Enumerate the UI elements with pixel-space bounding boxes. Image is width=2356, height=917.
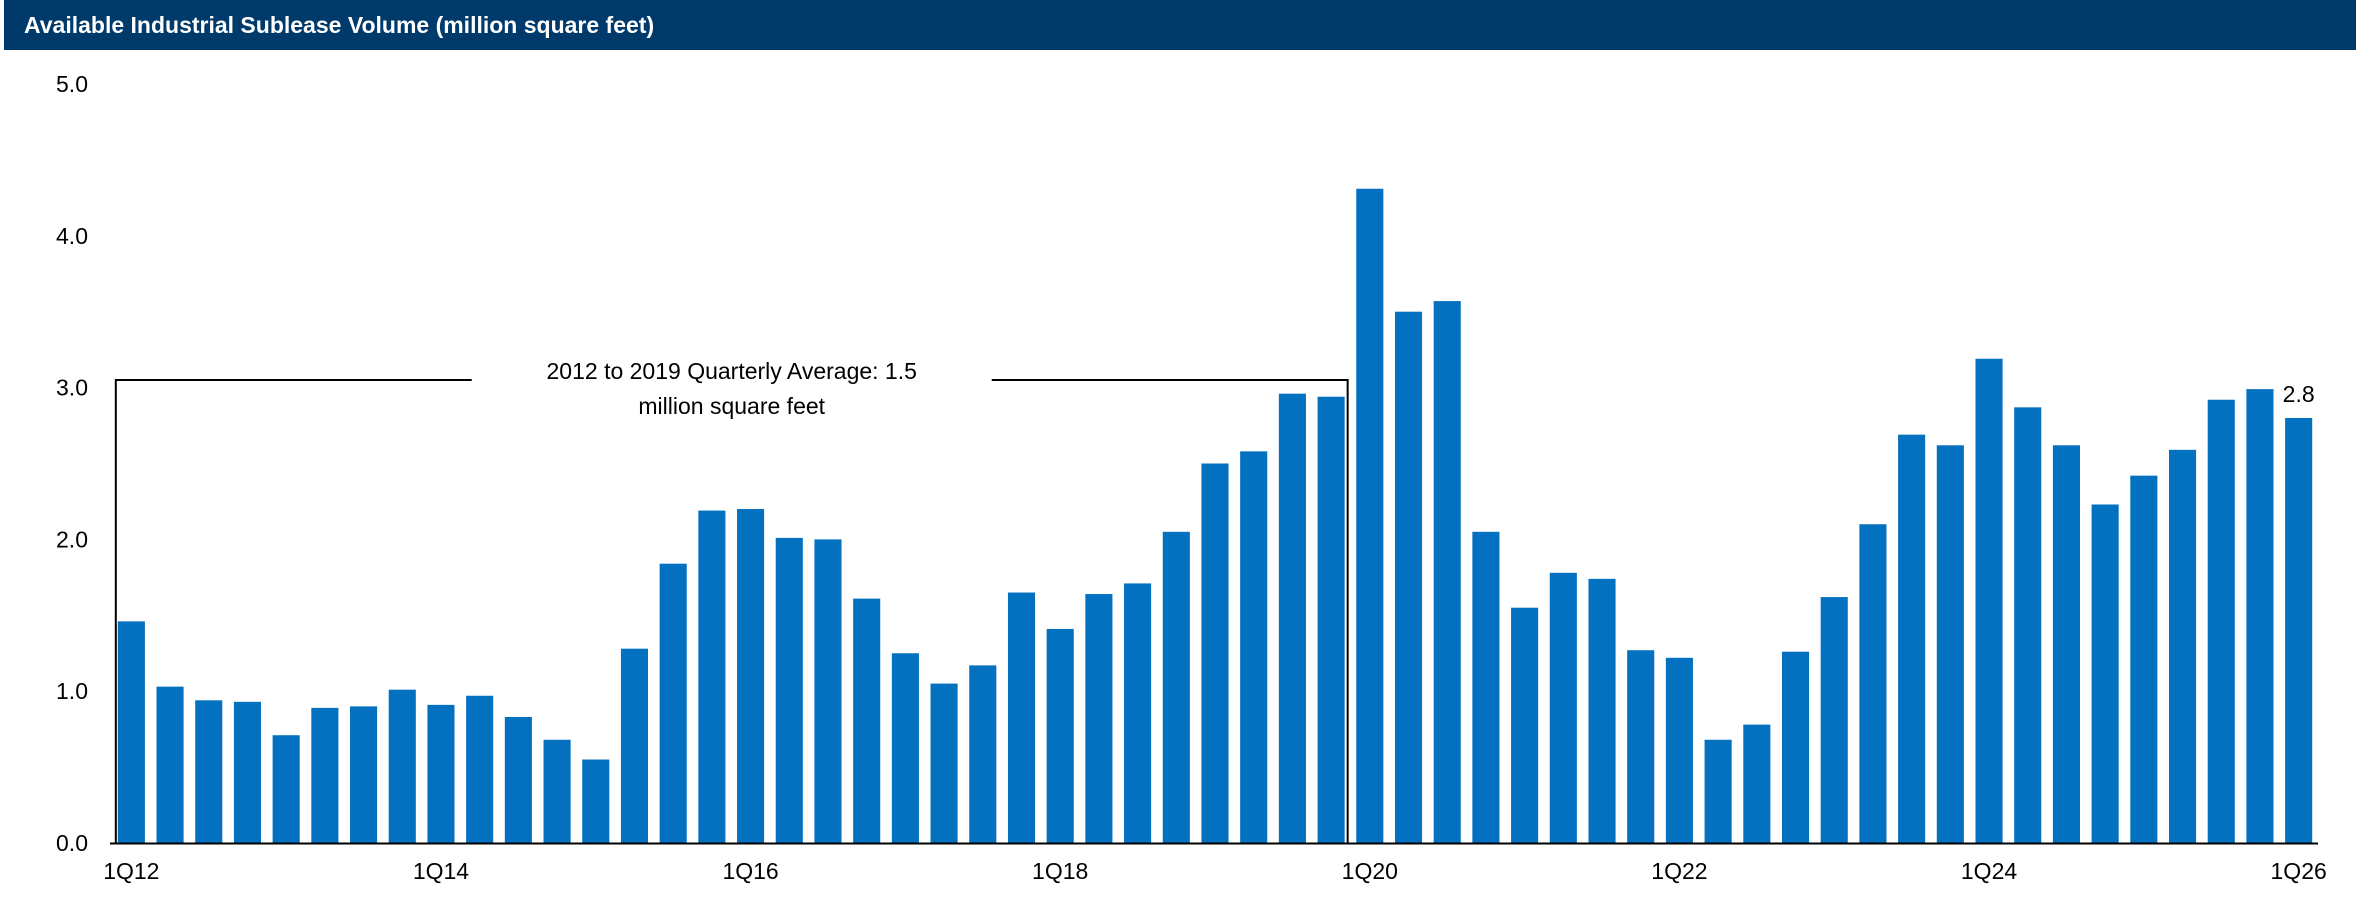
bar-3Q15 (659, 563, 687, 843)
x-tick-label: 1Q12 (103, 858, 159, 884)
average-annotation: 2012 to 2019 Quarterly Average: 1.5 mill… (114, 358, 1349, 843)
average-bracket (114, 379, 1349, 843)
y-tick-label: 4.0 (56, 223, 88, 249)
bar-1Q12 (117, 621, 145, 843)
bar-1Q24 (1975, 358, 2003, 843)
x-tick-label: 1Q24 (1961, 858, 2017, 884)
bar-3Q25 (2207, 399, 2235, 843)
bar-2Q13 (311, 707, 339, 843)
bar-2Q18 (1085, 594, 1113, 843)
bar-4Q20 (1472, 531, 1500, 843)
y-axis: 0.0 1.0 2.0 3.0 4.0 5.0 (56, 71, 88, 856)
bar-4Q24 (2091, 504, 2119, 843)
bar-2Q21 (1549, 572, 1577, 843)
bar-1Q20 (1356, 188, 1384, 843)
bar-2Q19 (1240, 451, 1268, 843)
bar-1Q19 (1201, 463, 1229, 843)
bar-3Q20 (1433, 301, 1461, 844)
bar-3Q21 (1588, 578, 1616, 843)
bar-4Q13 (388, 689, 416, 843)
x-tick-label: 1Q18 (1032, 858, 1088, 884)
bar-3Q13 (350, 706, 378, 843)
bar-3Q18 (1124, 583, 1152, 843)
bar-3Q22 (1743, 724, 1771, 843)
bar-4Q18 (1162, 531, 1190, 843)
bar-4Q16 (853, 598, 881, 843)
bar-1Q14 (427, 704, 455, 843)
x-tick-label: 1Q26 (2271, 858, 2327, 884)
x-tick-label: 1Q22 (1651, 858, 1707, 884)
bar-3Q23 (1898, 434, 1926, 843)
bar-2Q22 (1704, 739, 1732, 843)
bar-2Q23 (1859, 524, 1887, 843)
y-tick-label: 3.0 (56, 375, 88, 401)
bar-1Q23 (1820, 597, 1848, 843)
x-tick-label: 1Q16 (722, 858, 778, 884)
bar-3Q24 (2052, 445, 2080, 843)
chart-title: Available Industrial Sublease Volume (mi… (4, 0, 2356, 50)
bar-3Q14 (504, 717, 532, 843)
bar-4Q21 (1627, 650, 1655, 843)
bar-4Q14 (543, 739, 571, 843)
bar-2Q20 (1394, 311, 1423, 843)
bar-1Q15 (582, 759, 610, 843)
bar-4Q15 (698, 510, 726, 843)
bar-2Q15 (620, 648, 649, 843)
bar-4Q22 (1781, 651, 1810, 843)
bar-3Q19 (1278, 393, 1306, 843)
y-tick-label: 0.0 (56, 830, 88, 856)
bar-1Q18 (1046, 628, 1074, 843)
bar-4Q12 (233, 701, 262, 843)
bar-2Q12 (156, 686, 184, 843)
x-tick-label: 1Q14 (413, 858, 469, 884)
bar-1Q25 (2130, 475, 2158, 843)
y-tick-label: 5.0 (56, 71, 88, 97)
bar-4Q23 (1936, 445, 1964, 843)
bar-1Q17 (891, 653, 919, 843)
data-label-last: 2.8 (2283, 381, 2315, 407)
bar-1Q21 (1511, 607, 1539, 843)
bar-2Q16 (775, 537, 803, 843)
bar-2Q25 (2168, 449, 2197, 843)
bar-2Q24 (2014, 407, 2042, 843)
bar-4Q17 (1007, 592, 1036, 843)
bar-2Q14 (466, 695, 494, 843)
bar-1Q26 (2285, 417, 2313, 843)
bar-4Q25 (2246, 389, 2274, 843)
bar-1Q16 (737, 509, 765, 843)
y-tick-label: 1.0 (56, 678, 88, 704)
annotation-line-1: 2012 to 2019 Quarterly Average: 1.5 (547, 358, 917, 384)
y-tick-label: 2.0 (56, 526, 88, 552)
bar-1Q13 (272, 735, 300, 843)
bar-3Q17 (969, 665, 997, 843)
x-axis: 1Q12 1Q14 1Q16 1Q18 1Q20 1Q22 1Q24 1Q26 (103, 842, 2327, 884)
bar-3Q16 (814, 539, 842, 843)
bar-2Q17 (930, 683, 958, 843)
annotation-line-2: million square feet (638, 393, 825, 419)
bar-3Q12 (195, 700, 223, 843)
bar-4Q19 (1317, 396, 1345, 843)
x-tick-label: 1Q20 (1342, 858, 1398, 884)
bar-series (117, 188, 2313, 844)
bar-1Q22 (1665, 657, 1693, 843)
